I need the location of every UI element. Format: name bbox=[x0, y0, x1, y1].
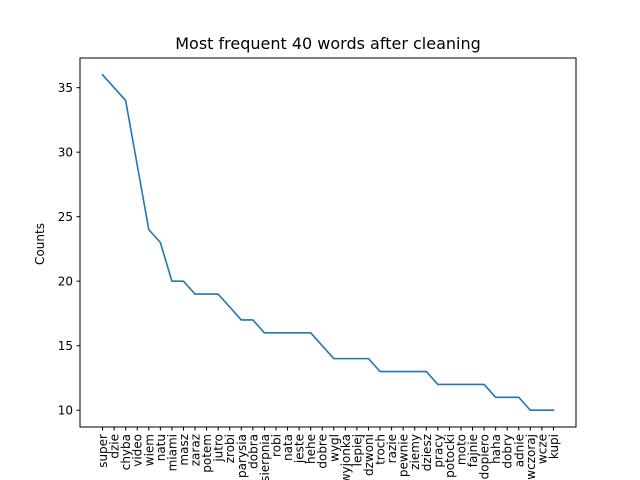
data-point bbox=[472, 384, 474, 386]
x-tick-label: dziesz bbox=[420, 434, 434, 471]
x-tick-label: dzie bbox=[108, 434, 122, 459]
data-point bbox=[495, 397, 497, 399]
x-tick-label: masz bbox=[177, 434, 191, 466]
data-point bbox=[530, 409, 532, 411]
data-point bbox=[414, 371, 416, 373]
y-tick-label: 15 bbox=[58, 339, 73, 353]
x-tick-label: dobry bbox=[501, 434, 515, 469]
x-tick-label: wiem bbox=[142, 434, 156, 466]
x-tick-label: dzwoni bbox=[362, 434, 376, 476]
data-point bbox=[229, 306, 231, 308]
data-point bbox=[194, 293, 196, 295]
data-point bbox=[506, 397, 508, 399]
data-point bbox=[460, 384, 462, 386]
data-point bbox=[264, 332, 266, 334]
y-tick-label: 30 bbox=[58, 146, 73, 160]
x-tick-label: jutro bbox=[212, 434, 226, 463]
series-layer bbox=[101, 73, 555, 412]
x-tick-label: pewnie bbox=[397, 434, 411, 477]
data-point bbox=[391, 371, 393, 373]
data-point bbox=[113, 87, 115, 89]
data-point bbox=[321, 345, 323, 347]
x-tick-label: natu bbox=[154, 434, 168, 461]
x-tick-label: lepiej bbox=[350, 434, 364, 466]
x-tick-label: chyba bbox=[119, 434, 133, 470]
x-axis: superdziechybavideowiemnatumiamimaszzara… bbox=[96, 427, 561, 480]
y-tick-label: 35 bbox=[58, 81, 73, 95]
x-tick-label: wczoraj bbox=[524, 434, 538, 480]
data-point bbox=[402, 371, 404, 373]
x-tick-label: super bbox=[96, 434, 110, 468]
x-tick-label: zrobi bbox=[223, 434, 237, 463]
x-tick-label: dobre bbox=[316, 434, 330, 469]
plot-frame bbox=[79, 57, 577, 428]
x-tick-label: razie bbox=[385, 434, 399, 463]
y-tick-label: 10 bbox=[58, 404, 73, 418]
x-tick-label: jeste bbox=[293, 434, 307, 464]
data-point bbox=[148, 229, 150, 231]
x-tick-label: haha bbox=[489, 434, 503, 464]
x-tick-label: adnie bbox=[512, 434, 526, 467]
x-tick-label: zaraz bbox=[189, 434, 203, 466]
data-point bbox=[275, 332, 277, 334]
data-point bbox=[483, 384, 485, 386]
x-tick-label: potem bbox=[200, 434, 214, 473]
chart-title: Most frequent 40 words after cleaning bbox=[175, 34, 481, 53]
x-tick-label: dopiero bbox=[478, 434, 492, 479]
x-tick-label: wcze bbox=[535, 434, 549, 464]
x-tick-label: fajnie bbox=[466, 434, 480, 467]
data-point bbox=[437, 384, 439, 386]
x-tick-label: kupi bbox=[547, 434, 561, 459]
x-tick-label: wygl bbox=[327, 434, 341, 462]
data-point bbox=[217, 293, 219, 295]
y-tick-label: 25 bbox=[58, 210, 73, 224]
data-point bbox=[125, 100, 127, 102]
y-tick-label: 20 bbox=[58, 275, 73, 289]
x-tick-label: dobra bbox=[246, 434, 260, 469]
data-point bbox=[345, 358, 347, 360]
data-point bbox=[287, 332, 289, 334]
data-point bbox=[425, 371, 427, 373]
x-tick-label: potocki bbox=[443, 434, 457, 478]
data-point bbox=[206, 293, 208, 295]
y-axis-label: Counts bbox=[33, 223, 47, 265]
x-tick-label: video bbox=[131, 434, 145, 467]
data-point bbox=[449, 384, 451, 386]
data-point bbox=[368, 358, 370, 360]
x-tick-label: sierpnia bbox=[258, 434, 272, 480]
data-point bbox=[333, 358, 335, 360]
data-point bbox=[252, 319, 254, 321]
data-point bbox=[102, 74, 104, 76]
data-point bbox=[356, 358, 358, 360]
data-point bbox=[518, 397, 520, 399]
data-point bbox=[183, 280, 185, 282]
data-point bbox=[379, 371, 381, 373]
x-tick-label: wyjonka bbox=[339, 434, 353, 480]
x-tick-label: hehe bbox=[304, 434, 318, 464]
series-line bbox=[101, 73, 555, 412]
x-tick-label: parysia bbox=[235, 434, 249, 478]
x-tick-label: miami bbox=[165, 434, 179, 471]
x-tick-label: ziemy bbox=[408, 434, 422, 470]
data-point bbox=[553, 409, 555, 411]
x-tick-label: robi bbox=[269, 434, 283, 457]
y-axis: 10 15 20 25 30 35 bbox=[58, 81, 80, 418]
data-point bbox=[240, 319, 242, 321]
data-point bbox=[298, 332, 300, 334]
x-tick-label: nata bbox=[281, 434, 295, 461]
data-point bbox=[160, 242, 162, 244]
x-tick-label: pracy bbox=[431, 434, 445, 468]
data-point bbox=[171, 280, 173, 282]
x-tick-label: moto bbox=[454, 434, 468, 465]
x-tick-label: troch bbox=[374, 434, 388, 465]
data-point bbox=[310, 332, 312, 334]
data-point bbox=[541, 409, 543, 411]
data-point bbox=[136, 164, 138, 166]
